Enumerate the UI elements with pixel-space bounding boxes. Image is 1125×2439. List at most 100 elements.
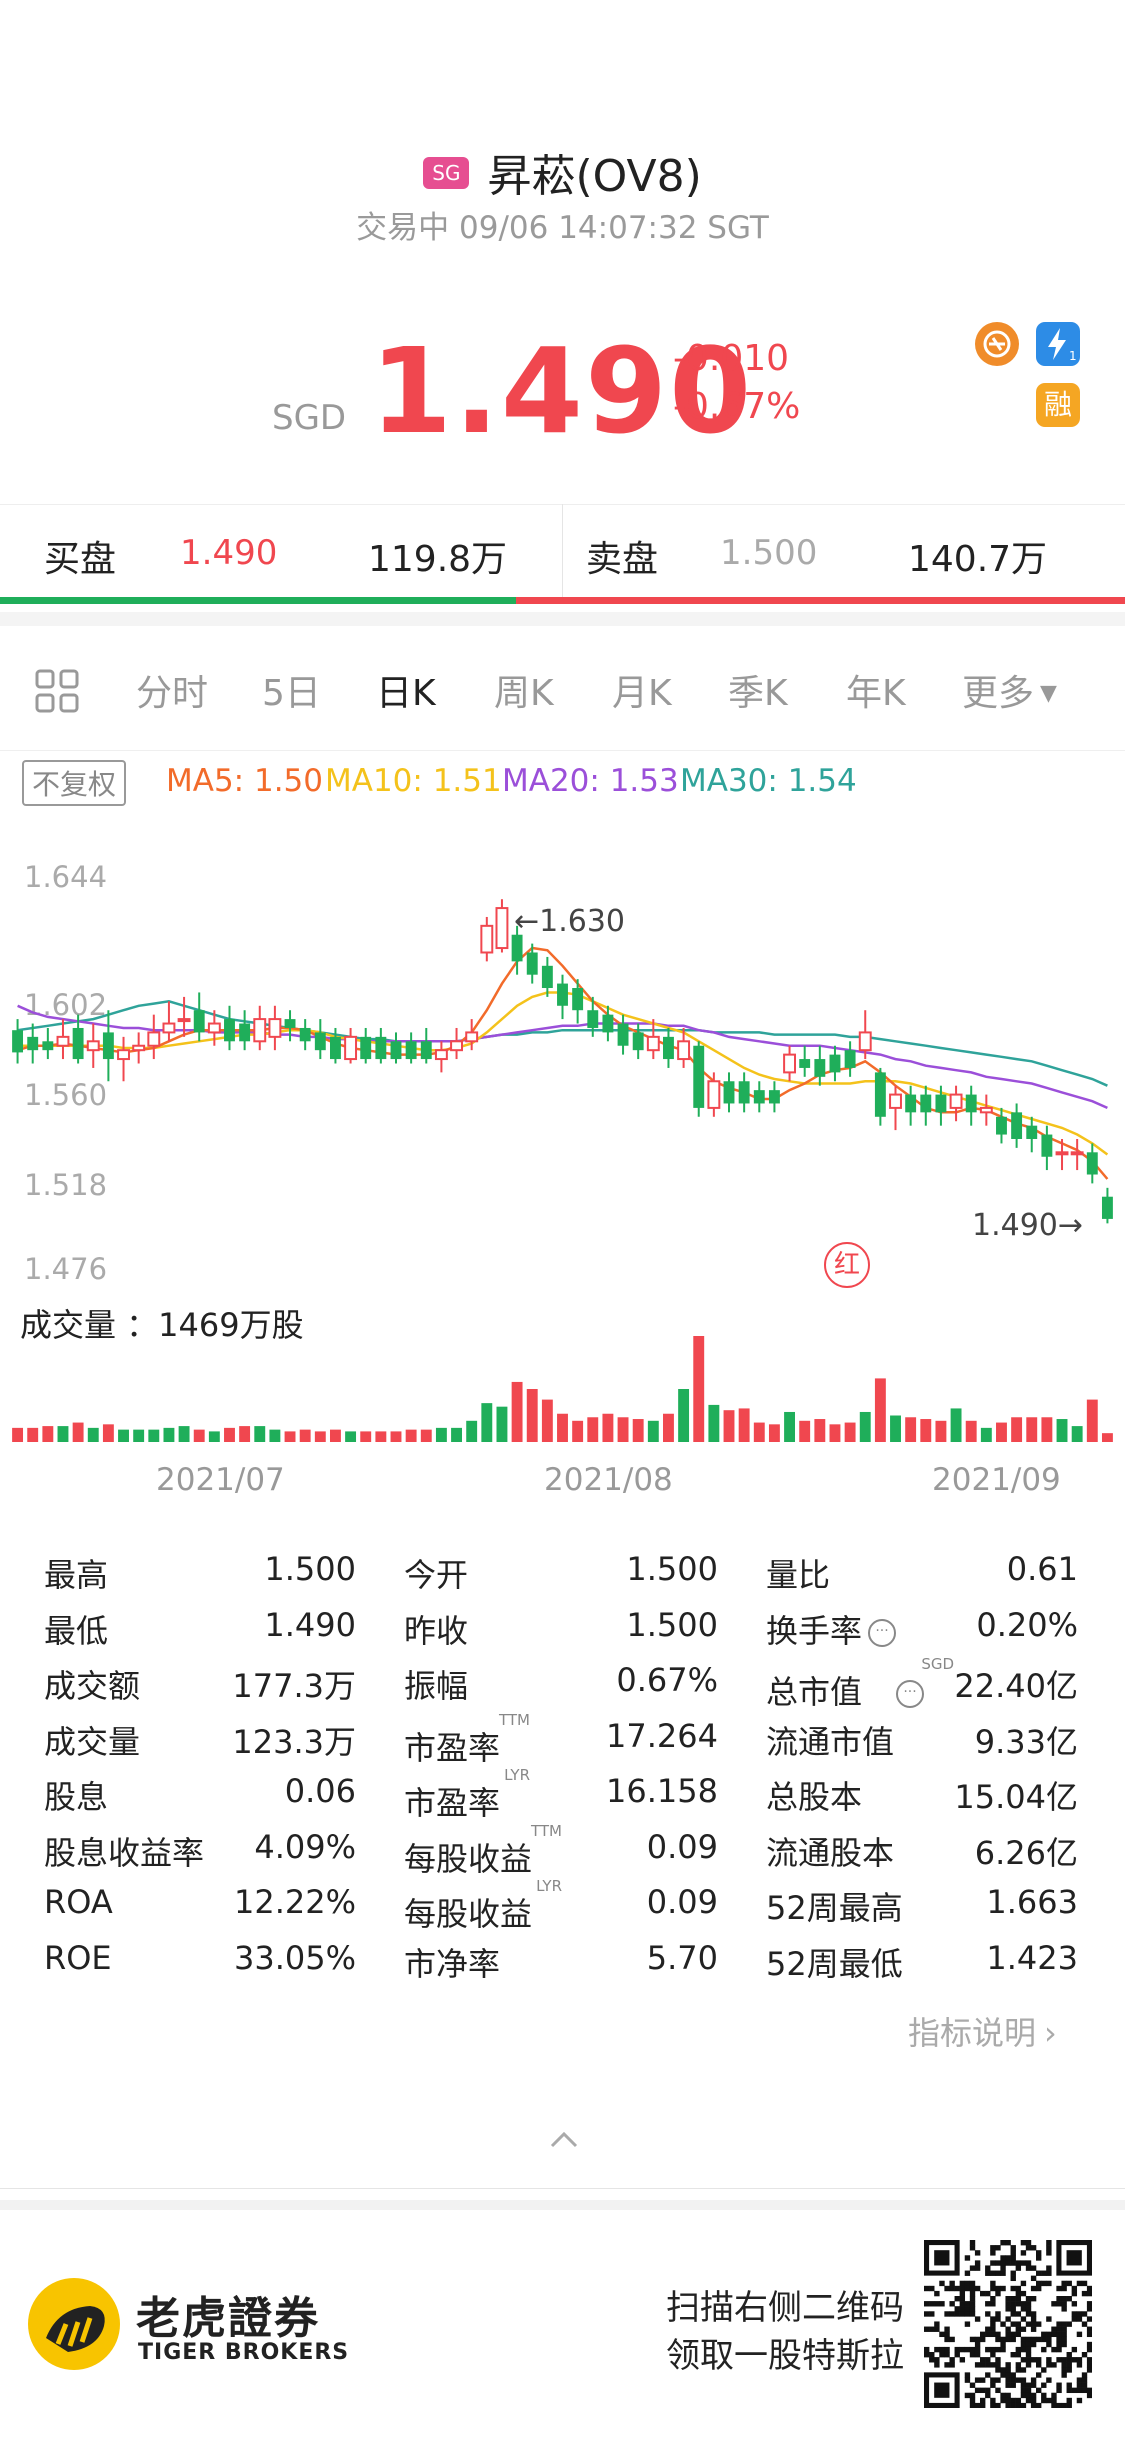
low-price-marker: 1.490→ (972, 1208, 1084, 1243)
adjust-toggle[interactable]: 不复权 (22, 760, 127, 806)
ma20-legend: MA20: 1.53 (502, 763, 679, 799)
candle (783, 1045, 797, 1082)
lightning-icon[interactable]: 1 (1036, 322, 1080, 366)
candle (390, 1032, 402, 1064)
candle (632, 1023, 644, 1060)
volume-bar (1041, 1417, 1053, 1442)
indicator-explain-label: 指标说明 (908, 2014, 1037, 2052)
stat-value: 33.05% (233, 1938, 356, 1977)
volume-bar (1086, 1399, 1098, 1442)
volume-bar (360, 1431, 372, 1442)
margin-icon[interactable]: 融 (1036, 383, 1080, 427)
tab-weekly-k[interactable]: 周K (494, 673, 554, 714)
candle (979, 1094, 993, 1126)
y-tick: 1.518 (24, 1168, 108, 1202)
candle (844, 1041, 856, 1077)
ask-ratio-bar (516, 597, 1125, 604)
volume-bar (375, 1431, 387, 1442)
bid-price: 1.490 (180, 533, 278, 573)
stat-label: 市盈率 LYR (404, 1766, 531, 1822)
market-badge: SG (423, 157, 470, 189)
volume-bar (708, 1404, 720, 1442)
candle (829, 1045, 841, 1082)
tab-yearly-k[interactable]: 年K (846, 673, 906, 714)
info-icon[interactable]: ··· (896, 1680, 925, 1708)
volume-bar (678, 1389, 690, 1442)
tab-intraday[interactable]: 分时 (136, 673, 209, 714)
candle (768, 1081, 780, 1113)
red-signal-badge[interactable]: 红 (824, 1242, 870, 1288)
candlestick-chart[interactable] (0, 850, 1125, 1300)
stat-label: 市盈率 TTM (404, 1710, 531, 1767)
volume-bar (693, 1336, 705, 1442)
section-separator (0, 2200, 1125, 2210)
candle (905, 1085, 917, 1126)
candle (1055, 1138, 1069, 1171)
candle (193, 992, 205, 1042)
section-separator (0, 612, 1125, 626)
tab-more[interactable]: 更多 ▼ (962, 664, 1057, 716)
volume-bar (587, 1417, 599, 1442)
currency-label: SGD (272, 398, 347, 438)
candle (874, 1067, 886, 1126)
volume-bar (1011, 1417, 1023, 1442)
candle (177, 996, 191, 1037)
stat-value: 1.500 (264, 1550, 356, 1588)
stat-superscript: TTM (499, 1710, 531, 1729)
stat-value: 0.09 (646, 1883, 718, 1921)
grid-icon[interactable] (34, 668, 80, 718)
volume-bar (269, 1429, 281, 1442)
candle (299, 1019, 311, 1051)
tab-5day[interactable]: 5日 (262, 673, 321, 714)
tab-quarterly-k[interactable]: 季K (728, 673, 788, 714)
candle (253, 1005, 267, 1051)
volume-bar (784, 1411, 796, 1442)
volume-bar (526, 1389, 538, 1442)
candle (207, 1010, 221, 1046)
volume-bar (178, 1426, 190, 1442)
promo-text: 扫描右侧二维码 (666, 2288, 904, 2328)
info-icon[interactable]: ··· (868, 1618, 897, 1647)
ma30-legend: MA30: 1.54 (680, 763, 857, 799)
stat-label: 振幅 (404, 1667, 469, 1705)
candle (465, 1019, 479, 1051)
candle (147, 1014, 161, 1060)
stat-label: 最低 (44, 1611, 109, 1650)
tab-monthly-k[interactable]: 月K (612, 673, 672, 714)
stat-label: 昨收 (404, 1611, 469, 1650)
volume-bar (541, 1399, 553, 1442)
volume-bar (451, 1427, 462, 1442)
qr-code[interactable] (924, 2240, 1092, 2408)
volume-label: 成交量 ：1469万股 (20, 1306, 304, 1344)
candle (920, 1085, 932, 1126)
stat-label: 今开 (404, 1556, 469, 1594)
candle (511, 925, 523, 975)
candle (557, 974, 568, 1020)
candle (42, 1027, 54, 1060)
volume-bar (148, 1429, 160, 1442)
chip-icon[interactable] (975, 322, 1019, 366)
volume-bar (753, 1422, 765, 1442)
chevron-up-icon[interactable] (548, 2128, 580, 2154)
y-tick: 1.476 (24, 1252, 108, 1286)
high-price-marker: ←1.630 (514, 904, 626, 939)
volume-bar (723, 1410, 735, 1442)
volume-bar (224, 1427, 235, 1442)
volume-bar (799, 1420, 811, 1442)
volume-bar (496, 1406, 508, 1442)
bid-ratio-bar (0, 597, 516, 604)
volume-bar (617, 1417, 629, 1442)
trading-status: 交易中 09/06 14:07:32 SGT (356, 210, 769, 246)
stat-value: 22.40亿 (954, 1667, 1078, 1705)
stat-value: 0.61 (1006, 1550, 1078, 1588)
volume-chart[interactable] (0, 1330, 1125, 1452)
candle (239, 1010, 251, 1051)
volume-bar (557, 1413, 568, 1442)
stat-label: 股息收益率 (44, 1833, 205, 1872)
stat-value: 123.3万 (232, 1722, 356, 1761)
candle (602, 1005, 614, 1042)
tab-daily-k[interactable]: 日K (376, 673, 436, 714)
volume-bar (663, 1413, 674, 1442)
candle (889, 1085, 902, 1131)
indicator-explain-link[interactable]: 指标说明 › (908, 2008, 1057, 2054)
